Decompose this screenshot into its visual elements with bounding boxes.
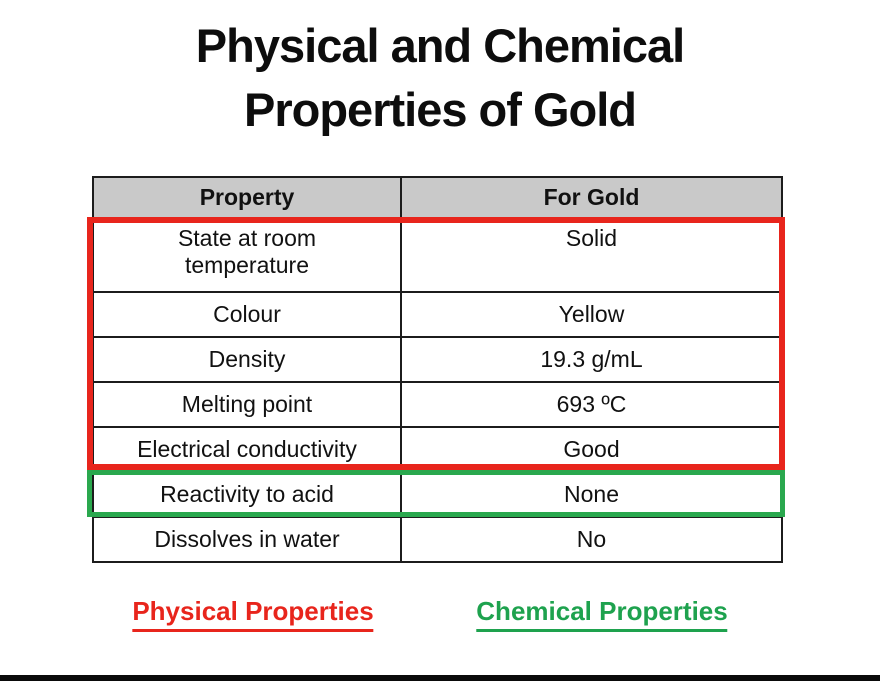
cell-property-dissolves-water: Dissolves in water (92, 516, 402, 563)
cell-value-colour: Yellow (400, 291, 783, 338)
table-row: State at room temperature Solid (92, 217, 783, 293)
cell-property-melting-point: Melting point (92, 381, 402, 428)
cell-property-reactivity-acid: Reactivity to acid (92, 470, 402, 518)
cell-property-electrical-conductivity: Electrical conductivity (92, 426, 402, 472)
cell-value-dissolves-water: No (400, 516, 783, 563)
bottom-border-bar (0, 675, 880, 681)
cell-property-colour: Colour (92, 291, 402, 338)
cell-property-state: State at room temperature (92, 217, 402, 293)
cell-value-density: 19.3 g/mL (400, 336, 783, 383)
legend-chemical-properties: Chemical Properties (476, 596, 728, 632)
header-cell-property: Property (92, 176, 402, 219)
cell-value-melting-point: 693 ºC (400, 381, 783, 428)
slide-title-line2: Properties of Gold (244, 83, 637, 137)
slide-title: Physical and Chemical Properties of Gold (0, 14, 880, 143)
cell-value-reactivity-acid: None (400, 470, 783, 518)
table-row: Melting point 693 ºC (92, 381, 783, 428)
table-header-row: Property For Gold (92, 176, 783, 219)
header-cell-for-gold: For Gold (400, 176, 783, 219)
table-row: Density 19.3 g/mL (92, 336, 783, 383)
table-row: Reactivity to acid None (92, 470, 783, 518)
table-row: Dissolves in water No (92, 516, 783, 563)
cell-property-density: Density (92, 336, 402, 383)
legend-physical-properties: Physical Properties (132, 596, 374, 632)
properties-table: Property For Gold State at room temperat… (92, 176, 783, 563)
slide-title-line1: Physical and Chemical (195, 19, 685, 72)
cell-value-electrical-conductivity: Good (400, 426, 783, 472)
table-row: Colour Yellow (92, 291, 783, 338)
table-row: Electrical conductivity Good (92, 426, 783, 472)
cell-value-state: Solid (400, 217, 783, 293)
